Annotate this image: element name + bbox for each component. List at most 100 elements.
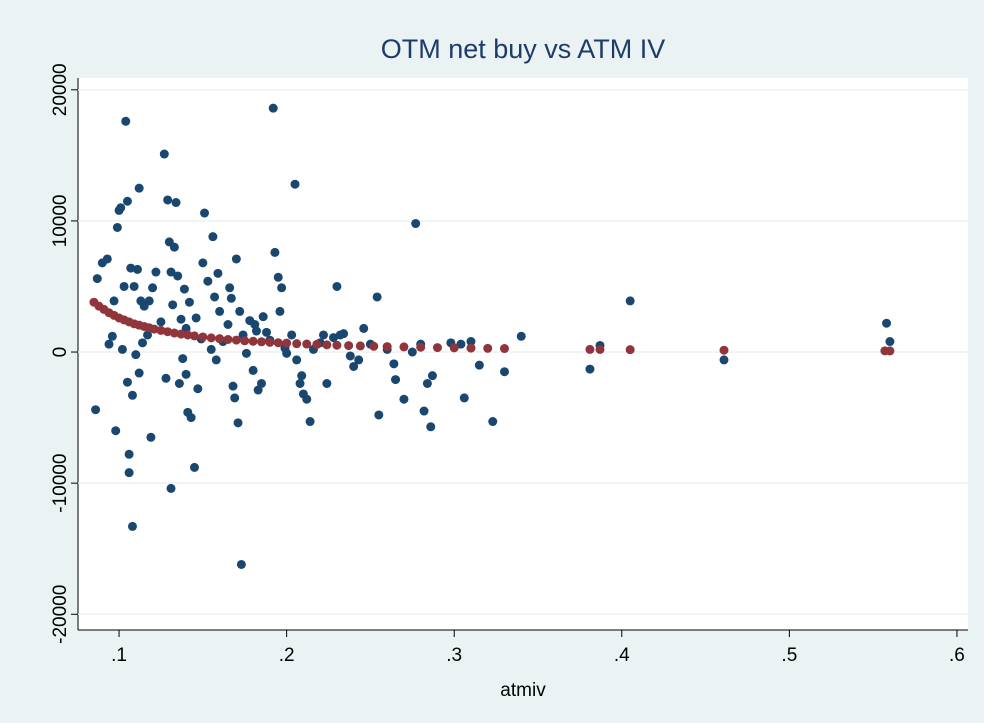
point <box>228 381 238 391</box>
point <box>282 348 292 358</box>
point <box>382 342 392 352</box>
point <box>251 326 261 336</box>
point <box>719 355 729 365</box>
point <box>129 281 139 291</box>
point <box>305 417 315 427</box>
point <box>349 361 359 371</box>
point <box>516 331 526 341</box>
point <box>126 263 136 273</box>
plot-area <box>78 78 968 630</box>
point <box>585 364 595 374</box>
point <box>117 344 127 354</box>
point <box>499 344 509 354</box>
point <box>122 196 132 206</box>
point <box>132 264 142 274</box>
point <box>399 342 409 352</box>
point <box>148 283 158 293</box>
point <box>112 222 122 232</box>
point <box>91 405 101 415</box>
point <box>213 268 223 278</box>
point <box>322 379 332 389</box>
point <box>173 271 183 281</box>
point <box>885 346 895 356</box>
point <box>174 379 184 389</box>
point <box>225 283 235 293</box>
point <box>282 338 292 348</box>
point <box>411 219 421 229</box>
point <box>235 306 245 316</box>
point <box>138 338 148 348</box>
point <box>134 368 144 378</box>
point <box>292 355 302 365</box>
point <box>181 369 191 379</box>
x-tick-label: .5 <box>781 645 797 666</box>
point <box>275 306 285 316</box>
point <box>215 334 225 344</box>
point <box>391 375 401 385</box>
point <box>163 195 173 205</box>
y-tick-label: 20000 <box>50 63 71 116</box>
point <box>332 281 342 291</box>
point <box>449 343 459 353</box>
point <box>169 242 179 252</box>
point <box>459 393 469 403</box>
point <box>143 330 153 340</box>
point <box>466 337 476 347</box>
point <box>206 333 216 343</box>
point <box>230 393 240 403</box>
point <box>332 340 342 350</box>
point <box>407 347 417 357</box>
x-tick-label: .4 <box>614 645 630 666</box>
point <box>719 345 729 355</box>
point <box>179 284 189 294</box>
point <box>248 336 258 346</box>
point <box>322 340 332 350</box>
point <box>344 341 354 351</box>
x-axis-title: atmiv <box>500 680 546 701</box>
x-tick-label: .1 <box>111 645 127 666</box>
point <box>258 312 268 322</box>
point <box>290 179 300 189</box>
point <box>474 360 484 370</box>
point <box>124 449 134 459</box>
point <box>208 232 218 242</box>
point <box>189 331 199 341</box>
point <box>193 384 203 394</box>
point <box>171 198 181 208</box>
point <box>273 338 283 348</box>
point <box>595 344 605 354</box>
point <box>427 371 437 381</box>
point <box>104 339 114 349</box>
point <box>121 116 131 126</box>
point <box>163 327 173 337</box>
point <box>159 149 169 159</box>
point <box>186 413 196 423</box>
point <box>585 344 595 354</box>
point <box>432 343 442 353</box>
point <box>92 274 102 284</box>
point <box>211 355 221 365</box>
point <box>256 337 266 347</box>
point <box>389 359 399 369</box>
point <box>146 432 156 442</box>
y-tick-label: -10000 <box>50 454 71 513</box>
y-tick-label: -20000 <box>50 585 71 644</box>
point <box>339 329 349 339</box>
point <box>183 330 193 340</box>
point <box>483 343 493 353</box>
point <box>226 293 236 303</box>
point <box>166 267 176 277</box>
point <box>122 377 132 387</box>
point <box>200 208 210 218</box>
point <box>302 394 312 404</box>
point <box>131 350 141 360</box>
point <box>302 339 312 349</box>
point <box>111 426 121 436</box>
point <box>240 336 250 346</box>
x-tick-label: .3 <box>446 645 462 666</box>
point <box>127 521 137 531</box>
point <box>287 330 297 340</box>
point <box>882 318 892 328</box>
point <box>488 417 498 427</box>
